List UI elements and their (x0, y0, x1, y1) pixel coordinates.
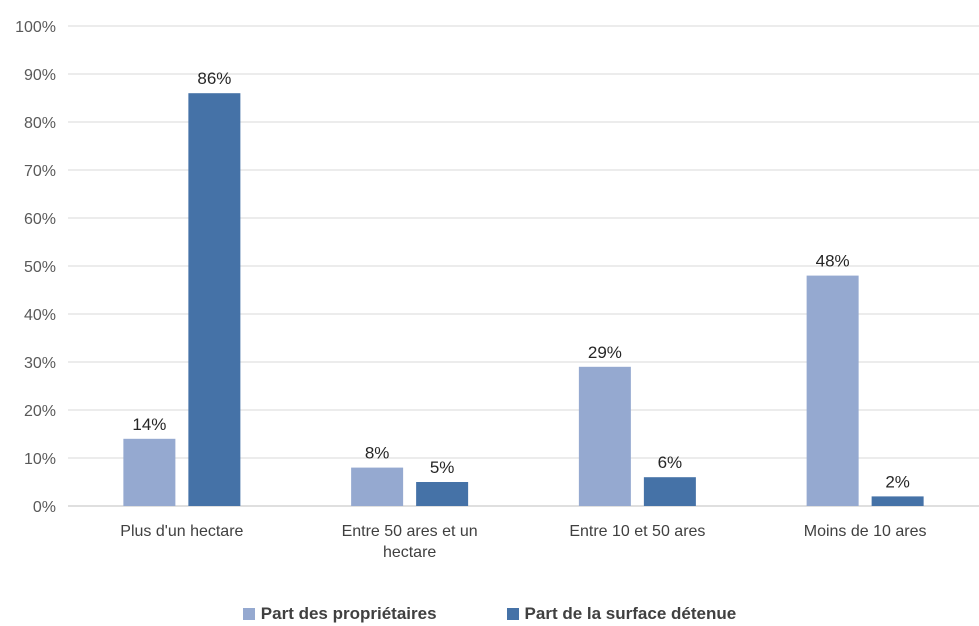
legend-swatch-surface (506, 608, 519, 620)
data-label: 86% (197, 69, 231, 88)
data-label: 14% (132, 415, 166, 434)
x-category-label-line: hectare (383, 544, 436, 561)
data-label: 6% (658, 453, 683, 472)
bar (871, 496, 924, 506)
x-category-label-line: Plus d'un hectare (120, 523, 243, 540)
bar (578, 366, 631, 506)
legend-item-surface: Part de la surface détenue (506, 602, 737, 626)
data-label: 2% (885, 472, 910, 491)
y-tick-label: 100% (15, 19, 56, 36)
bar (188, 93, 241, 506)
y-tick-label: 10% (24, 451, 56, 468)
bar (416, 482, 469, 506)
x-category-label: Plus d'un hectare (120, 523, 243, 540)
legend-label-surface: Part de la surface détenue (524, 604, 737, 623)
bar (123, 438, 176, 506)
y-tick-label: 50% (24, 259, 56, 276)
bar (643, 477, 696, 506)
y-tick-label: 30% (24, 355, 56, 372)
y-tick-label: 40% (24, 307, 56, 324)
bar (351, 467, 404, 506)
y-tick-label: 20% (24, 403, 56, 420)
bars: 14% 8% 29% 48% 86% 5% 6% 2% (123, 69, 924, 506)
bar (806, 275, 859, 506)
legend-label-proprietaires: Part des propriétaires (260, 604, 437, 623)
y-tick-label: 70% (24, 163, 56, 180)
x-category-label: Entre 10 et 50 ares (569, 523, 705, 540)
y-tick-label: 60% (24, 211, 56, 228)
y-tick-label: 90% (24, 67, 56, 84)
x-axis: Plus d'un hectare Entre 50 ares et un hect… (120, 523, 926, 561)
x-category-label: Entre 50 ares et un hectare (342, 523, 478, 561)
y-axis: 0% 10% 20% 30% 40% 50% 60% 70% 80% 90% 100% (15, 19, 56, 516)
x-category-label-line: Entre 50 ares et un (342, 523, 478, 540)
legend-item-proprietaires: Part des propriétaires (242, 602, 437, 626)
data-label: 29% (588, 343, 622, 362)
y-tick-label: 0% (33, 499, 56, 516)
data-label: 8% (365, 444, 390, 463)
x-category-label-line: Entre 10 et 50 ares (569, 523, 705, 540)
x-category-label: Moins de 10 ares (804, 523, 927, 540)
data-label: 5% (430, 458, 455, 477)
data-label: 48% (816, 252, 850, 271)
legend-swatch-proprietaires (242, 608, 255, 620)
bar-chart: 0% 10% 20% 30% 40% 50% 60% 70% 80% 90% 100% 14% 8% 2… (15, 19, 979, 561)
legend: Part des propriétaires Part de la surfac… (0, 602, 979, 626)
y-tick-label: 80% (24, 115, 56, 132)
x-category-label-line: Moins de 10 ares (804, 523, 927, 540)
